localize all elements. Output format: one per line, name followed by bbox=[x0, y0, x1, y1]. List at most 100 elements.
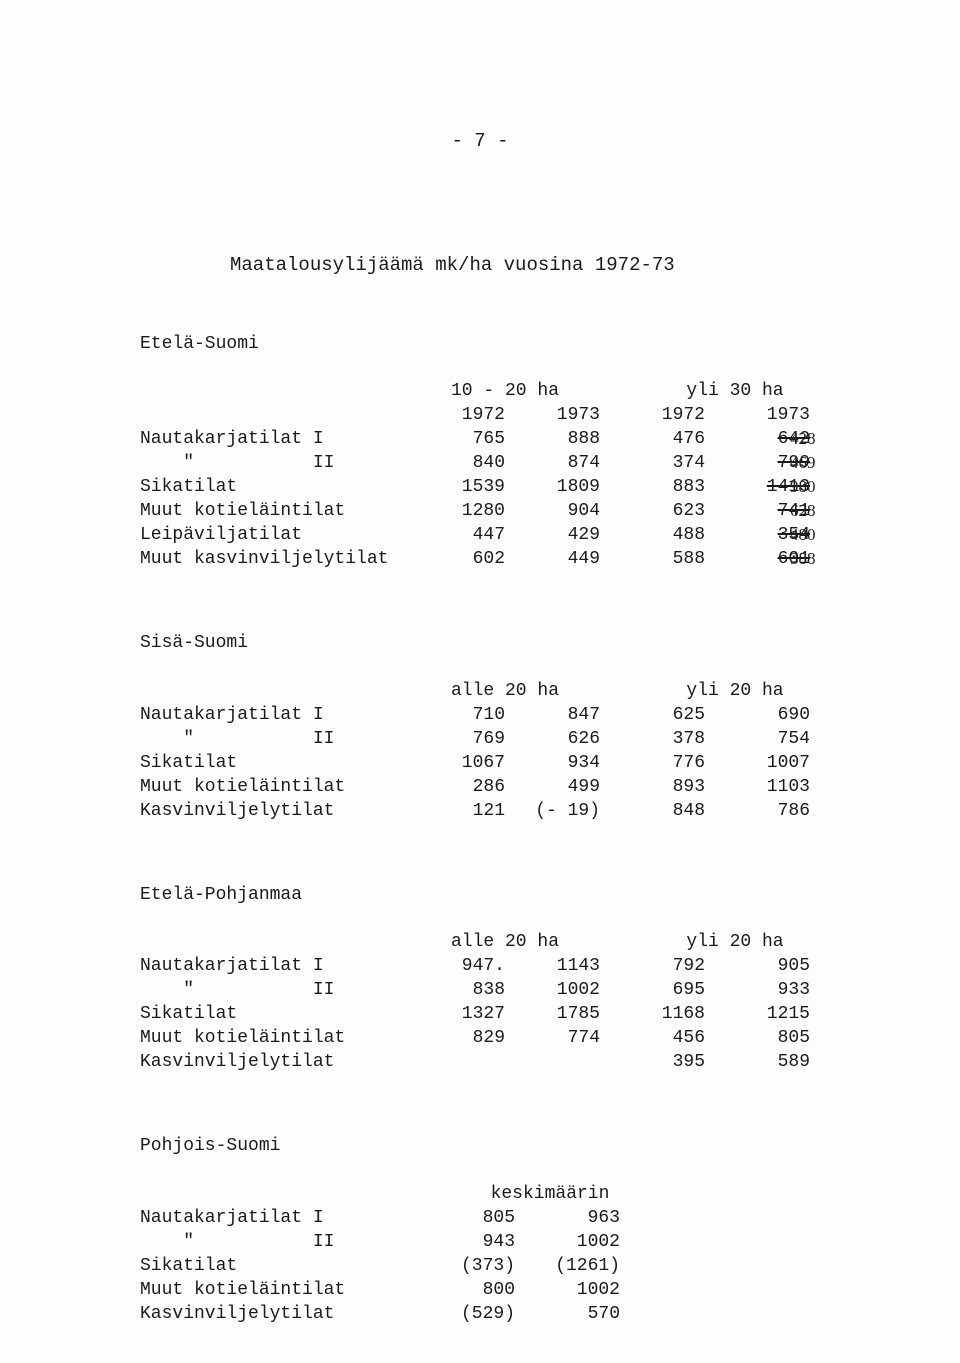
cell: 121 bbox=[420, 800, 515, 824]
cell: 848 bbox=[610, 800, 715, 824]
cell: 690 bbox=[715, 704, 820, 728]
table: 10 - 20 ha yli 30 ha 1972 1973 1972 1973… bbox=[140, 380, 960, 572]
section-title: Pohjois-Suomi bbox=[140, 1135, 960, 1158]
section-title: Etelä-Suomi bbox=[140, 333, 960, 356]
cell: 488 bbox=[610, 524, 715, 548]
row-label: Nautakarjatilat I bbox=[140, 704, 420, 728]
cell: 499 bbox=[515, 776, 610, 800]
cell: 769 bbox=[420, 728, 515, 752]
cell: 774 bbox=[515, 1027, 610, 1051]
cell bbox=[515, 1051, 610, 1075]
cell: 904 bbox=[515, 500, 610, 524]
col-group-a: alle 20 ha bbox=[420, 931, 590, 955]
table-row: Muut kotieläintilat2864998931103 bbox=[140, 776, 960, 800]
cell: 378 bbox=[610, 728, 715, 752]
section-title: Sisä-Suomi bbox=[140, 632, 960, 655]
cell: 695 bbox=[610, 979, 715, 1003]
cell: 883 bbox=[610, 476, 715, 500]
page-number: - 7 - bbox=[0, 130, 960, 154]
row-label: Nautakarjatilat I bbox=[140, 955, 420, 979]
cell: 1002 bbox=[525, 1279, 630, 1303]
cell: 623 bbox=[610, 500, 715, 524]
cell: 429 bbox=[515, 524, 610, 548]
cell: 805 bbox=[420, 1207, 525, 1231]
table-row: Nautakarjatilat I947.1143792905 bbox=[140, 955, 960, 979]
cell: 1280 bbox=[420, 500, 515, 524]
cell: 1002 bbox=[525, 1231, 630, 1255]
row-label: Nautakarjatilat I bbox=[140, 1207, 420, 1231]
cell: 456 bbox=[610, 1027, 715, 1051]
handwritten-annotation: 628 bbox=[790, 500, 816, 521]
cell: 943 bbox=[420, 1231, 525, 1255]
cell: 1067 bbox=[420, 752, 515, 776]
table-row: Sikatilat(373)(1261) bbox=[140, 1255, 960, 1279]
handwritten-annotation: 469 bbox=[790, 452, 816, 473]
cell: 765 bbox=[420, 428, 515, 452]
table-row: Leipäviljatilat447429488354 bbox=[140, 524, 960, 548]
page: - 7 - Maatalousylijäämä mk/ha vuosina 19… bbox=[0, 0, 960, 1363]
table-row: " II769626378754 bbox=[140, 728, 960, 752]
handwritten-annotation: 980 bbox=[790, 476, 816, 497]
section-etela-suomi: Etelä-Suomi 10 - 20 ha yli 30 ha 1972 19… bbox=[0, 333, 960, 573]
cell: 792 bbox=[610, 955, 715, 979]
table-row: Nautakarjatilat I765888476642 bbox=[140, 428, 960, 452]
cell: 286 bbox=[420, 776, 515, 800]
row-label: Sikatilat bbox=[140, 476, 420, 500]
table-row: Kasvinviljelytilat395589 bbox=[140, 1051, 960, 1075]
cell: 838 bbox=[420, 979, 515, 1003]
table-row: Sikatilat10679347761007 bbox=[140, 752, 960, 776]
cell: 1785 bbox=[515, 1003, 610, 1027]
cell: 588 bbox=[610, 548, 715, 572]
year: 1973 bbox=[515, 404, 610, 428]
cell: 786 bbox=[715, 800, 820, 824]
table-row: Kasvinviljelytilat121(- 19)848786 bbox=[140, 800, 960, 824]
section-title: Etelä-Pohjanmaa bbox=[140, 884, 960, 907]
section-etela-pohjanmaa: Etelä-Pohjanmaa alle 20 ha yli 20 ha Nau… bbox=[0, 884, 960, 1076]
document-title: Maatalousylijäämä mk/ha vuosina 1972-73 bbox=[0, 254, 960, 278]
cell: 1809 bbox=[515, 476, 610, 500]
table-row: Sikatilat1327178511681215 bbox=[140, 1003, 960, 1027]
column-group-header: alle 20 ha yli 20 ha bbox=[140, 931, 960, 955]
table-row: " II8381002695933 bbox=[140, 979, 960, 1003]
cell bbox=[420, 1051, 515, 1075]
column-group-header: alle 20 ha yli 20 ha bbox=[140, 680, 960, 704]
handwritten-annotation: 428 bbox=[790, 428, 816, 449]
table-row: " II840874374799 bbox=[140, 452, 960, 476]
cell: 626 bbox=[515, 728, 610, 752]
section-sisa-suomi: Sisä-Suomi alle 20 ha yli 20 ha Nautakar… bbox=[0, 632, 960, 824]
table-row: Muut kotieläintilat8001002 bbox=[140, 1279, 960, 1303]
cell: 847 bbox=[515, 704, 610, 728]
year: 1973 bbox=[715, 404, 820, 428]
table-row: Sikatilat153918098831413 bbox=[140, 476, 960, 500]
handwritten-annotation: 388 bbox=[790, 548, 816, 569]
cell: (1261) bbox=[525, 1255, 630, 1279]
cell: 602 bbox=[420, 548, 515, 572]
cell: 905 bbox=[715, 955, 820, 979]
col-group-b: yli 20 ha bbox=[640, 931, 830, 955]
row-label: Muut kotieläintilat bbox=[140, 776, 420, 800]
cell: 1215 bbox=[715, 1003, 820, 1027]
table-row: Kasvinviljelytilat(529)570 bbox=[140, 1303, 960, 1327]
cell: 840 bbox=[420, 452, 515, 476]
cell: 1103 bbox=[715, 776, 820, 800]
col-group-b: yli 30 ha bbox=[640, 380, 830, 404]
col-group-a: keskimäärin bbox=[450, 1183, 650, 1207]
table-row: Muut kasvinviljelytilat602449588601 bbox=[140, 548, 960, 572]
row-label: Muut kotieläintilat bbox=[140, 1279, 420, 1303]
row-label: Muut kasvinviljelytilat bbox=[140, 548, 420, 572]
row-label: Nautakarjatilat I bbox=[140, 428, 420, 452]
cell: 570 bbox=[525, 1303, 630, 1327]
cell: 893 bbox=[610, 776, 715, 800]
table-row: " II9431002 bbox=[140, 1231, 960, 1255]
cell: 805 bbox=[715, 1027, 820, 1051]
row-label: " II bbox=[140, 728, 420, 752]
cell: 1007 bbox=[715, 752, 820, 776]
cell: 933 bbox=[715, 979, 820, 1003]
column-group-header: 10 - 20 ha yli 30 ha bbox=[140, 380, 960, 404]
table-row: Muut kotieläintilat1280904623741 bbox=[140, 500, 960, 524]
row-label: Muut kotieläintilat bbox=[140, 500, 420, 524]
col-group-a: 10 - 20 ha bbox=[420, 380, 590, 404]
cell: 447 bbox=[420, 524, 515, 548]
cell: 395 bbox=[610, 1051, 715, 1075]
row-label: Sikatilat bbox=[140, 1255, 420, 1279]
